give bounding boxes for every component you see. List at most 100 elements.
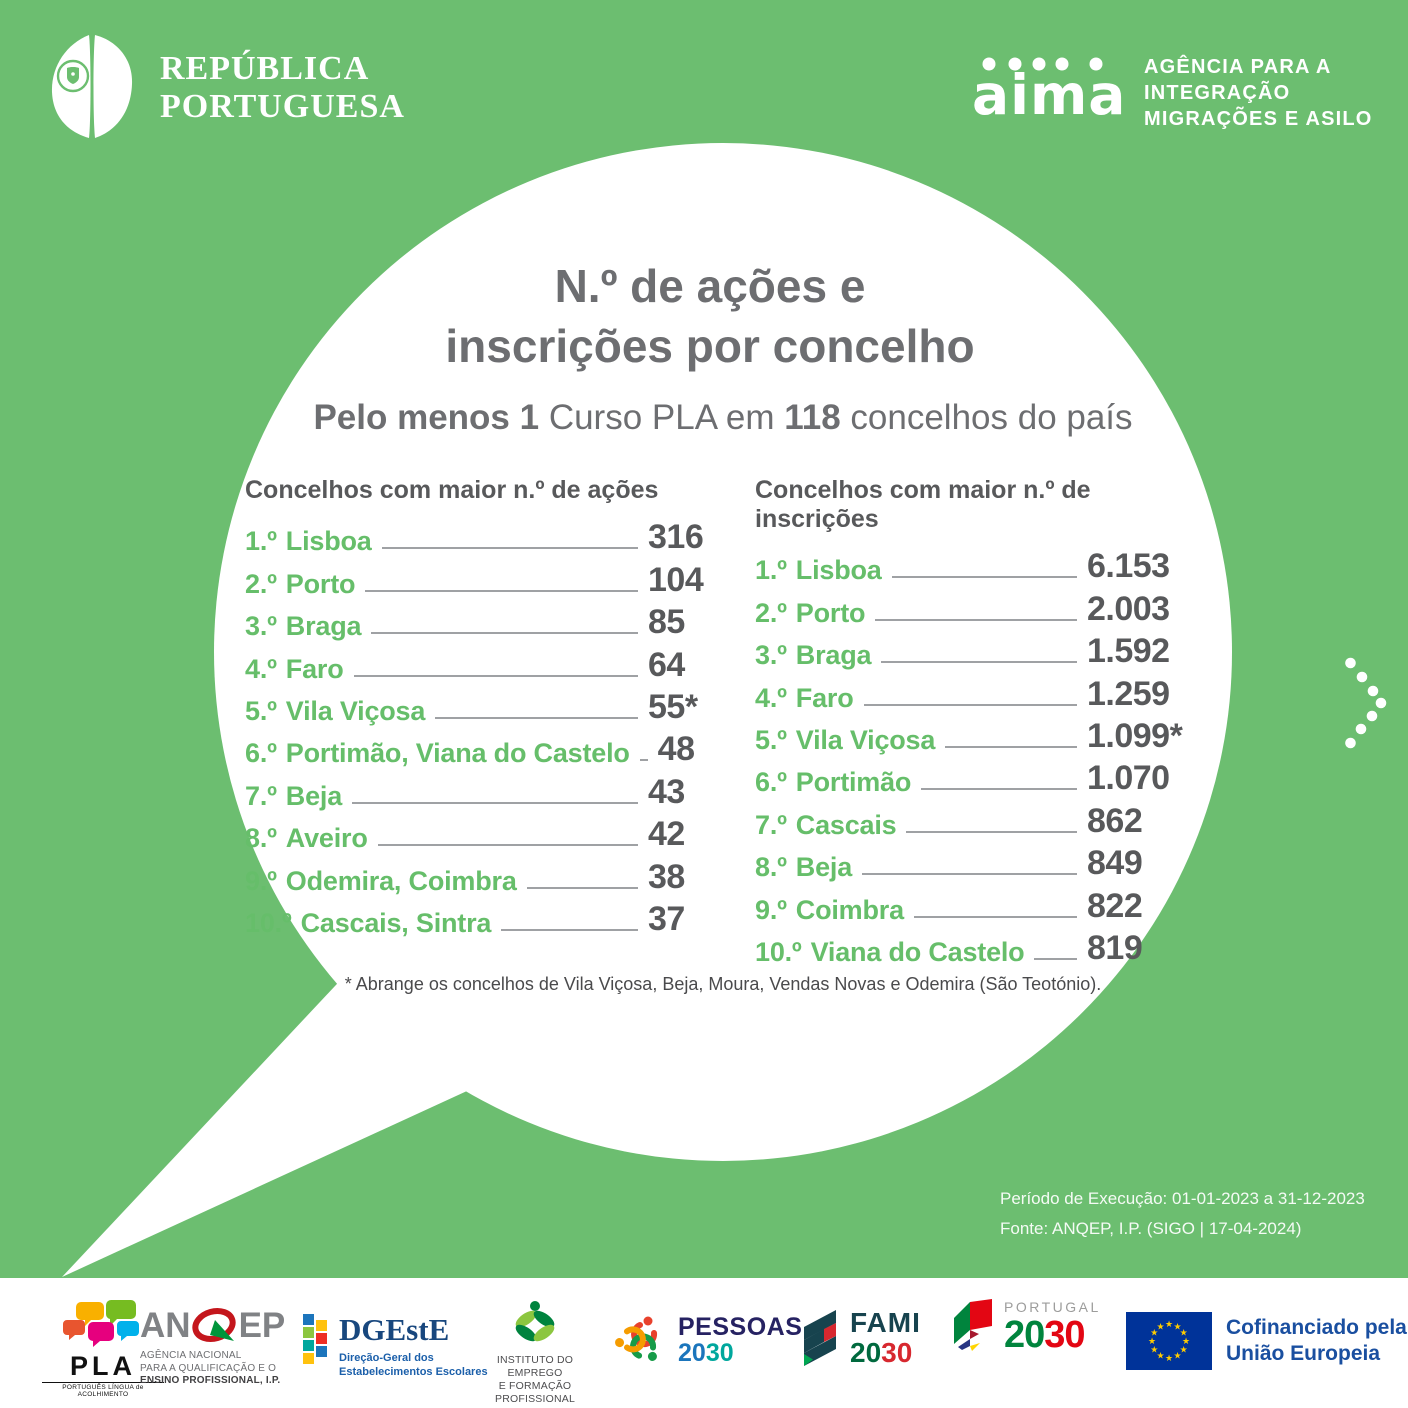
rank: 1.º (245, 526, 277, 557)
rank: 4.º (755, 682, 787, 713)
list-item: 6.º Portimão 1.070 (755, 756, 1205, 798)
rank: 7.º (245, 780, 277, 811)
pla-bubbles-icon (63, 1300, 139, 1347)
list-acoes: Concelhos com maior n.º de ações 1.º Lisb… (245, 476, 740, 939)
value: 85 (648, 603, 685, 642)
speech-bubble-tail (62, 970, 480, 1277)
leader-line (906, 830, 1077, 833)
subtitle: Pelo menos 1 Curso PLA em 118 concelhos … (214, 398, 1232, 438)
leader-line (501, 928, 638, 931)
republica-emblem-icon (51, 35, 133, 138)
list-item: 2.º Porto 104 (245, 557, 740, 599)
pessoas-year-20: 20 (678, 1339, 706, 1367)
value: 316 (648, 518, 704, 557)
dgeste-caption-line2: Estabelecimentos Escolares (339, 1366, 488, 1378)
svg-text:★: ★ (1156, 1322, 1164, 1332)
pla-wordmark: PLA (70, 1351, 136, 1381)
value: 38 (648, 857, 685, 896)
value: 862 (1087, 801, 1143, 840)
value: 1.099* (1087, 716, 1183, 755)
svg-text:aima: aima (972, 63, 1124, 124)
concelho-name: Braga (795, 640, 872, 671)
value: 55* (648, 687, 698, 726)
source-info: Período de Execução: 01-01-2023 a 31-12-… (1000, 1184, 1365, 1244)
leader-line (881, 661, 1077, 664)
anqep-caption-line2: PARA A QUALIFICAÇÃO E O (140, 1362, 277, 1374)
rank: 10.º (755, 936, 802, 967)
svg-text:★: ★ (1173, 1322, 1181, 1332)
iefp-logo: INSTITUTO DO EMPREGO E FORMAÇÃO PROFISSI… (468, 1300, 602, 1406)
list-item: 9.º Odemira, Coimbra 38 (245, 854, 740, 896)
pessoas-2030-logo: PESSOAS 2030 (612, 1312, 802, 1368)
rank: 5.º (755, 724, 787, 755)
pla-caption: PORTUGUÊS LÍNGUA de ACOLHIMENTO (42, 1382, 164, 1398)
leader-line (365, 589, 638, 592)
iefp-person-icon (515, 1301, 555, 1342)
value: 2.003 (1087, 589, 1170, 628)
aima-tagline: AGÊNCIA PARA A INTEGRAÇÃO MIGRAÇÕES E AS… (1144, 54, 1373, 132)
value: 1.592 (1087, 632, 1170, 671)
value: 37 (648, 899, 685, 938)
pessoas-year: 2030 (678, 1340, 802, 1366)
leader-line (1034, 957, 1077, 960)
eu-caption-line2: União Europeia (1226, 1342, 1381, 1365)
portugal-2030-logo: PORTUGAL 2030 (950, 1298, 1101, 1356)
rank: 6.º (245, 738, 277, 769)
rank: 1.º (755, 555, 787, 586)
fami-wordmark: FAMI (850, 1307, 921, 1338)
list-item: 2.º Porto 2.003 (755, 586, 1205, 628)
aima-tagline-line3: MIGRAÇÕES E ASILO (1144, 108, 1373, 130)
list-item: 10.º Cascais, Sintra 37 (245, 897, 740, 939)
portugal-year: 2030 (1004, 1315, 1101, 1355)
rank: 5.º (245, 695, 277, 726)
rank: 10.º (245, 907, 292, 938)
list-item: 8.º Beja 849 (755, 841, 1205, 883)
aima-logo: aima AGÊNCIA PARA A INTEGRAÇÃO MIGRAÇÕES… (972, 44, 1373, 132)
svg-text:★: ★ (1182, 1337, 1190, 1347)
svg-text:★: ★ (1156, 1352, 1164, 1362)
pla-logo: PLA PORTUGUÊS LÍNGUA de ACOLHIMENTO (42, 1300, 164, 1401)
aima-wordmark-icon: aima (972, 57, 1124, 124)
data-source: Fonte: ANQEP, I.P. (SIGO | 17-04-2024) (1000, 1219, 1302, 1238)
leader-line (371, 632, 638, 635)
value: 822 (1087, 886, 1143, 925)
value: 104 (648, 560, 704, 599)
title-line2: inscrições por concelho (445, 320, 975, 372)
leader-line (435, 716, 638, 719)
value: 43 (648, 772, 685, 811)
value: 6.153 (1087, 547, 1170, 586)
value: 819 (1087, 928, 1143, 967)
concelho-name: Cascais (795, 809, 897, 840)
concelho-name: Beja (285, 780, 343, 811)
leader-line (921, 788, 1077, 791)
dgeste-caption: Direção-Geral dos Estabelecimentos Escol… (339, 1351, 488, 1379)
fami-2030-logo: FAMI 2030 (798, 1308, 921, 1368)
rank: 6.º (755, 767, 787, 798)
speech-bubble (214, 143, 1232, 1161)
list-inscricoes-header: Concelhos com maior n.º de inscrições (755, 476, 1091, 533)
subtitle-bold2: 118 (784, 398, 841, 437)
anqep-q-icon (191, 1308, 236, 1342)
concelho-name: Beja (795, 852, 853, 883)
svg-text:★: ★ (1150, 1329, 1158, 1339)
anqep-wordmark: AN EP (140, 1306, 285, 1346)
gov-logo-line1: REPÚBLICA (160, 50, 370, 87)
anqep-an: AN (140, 1306, 191, 1345)
portugal-wordmark: PORTUGAL (1004, 1299, 1101, 1315)
rank: 2.º (755, 597, 787, 628)
svg-text:★: ★ (1165, 1320, 1173, 1330)
leader-line (353, 674, 638, 677)
concelho-name: Vila Viçosa (795, 724, 936, 755)
anqep-caption: AGÊNCIA NACIONAL PARA A QUALIFICAÇÃO E O… (140, 1350, 285, 1388)
list-item: 1.º Lisboa 6.153 (755, 544, 1205, 586)
rank: 9.º (245, 865, 277, 896)
portugal-year-30: 30 (1044, 1314, 1085, 1356)
concelho-name: Braga (285, 611, 362, 642)
subtitle-text2: concelhos do país (840, 398, 1133, 437)
portugal-year-20: 20 (1004, 1314, 1045, 1356)
list-item: 5.º Vila Viçosa 55* (245, 685, 740, 727)
fami-zigzag-icon (804, 1310, 836, 1366)
concelho-name: Aveiro (285, 823, 368, 854)
leader-line (526, 886, 638, 889)
execution-period: Período de Execução: 01-01-2023 a 31-12-… (1000, 1189, 1365, 1208)
